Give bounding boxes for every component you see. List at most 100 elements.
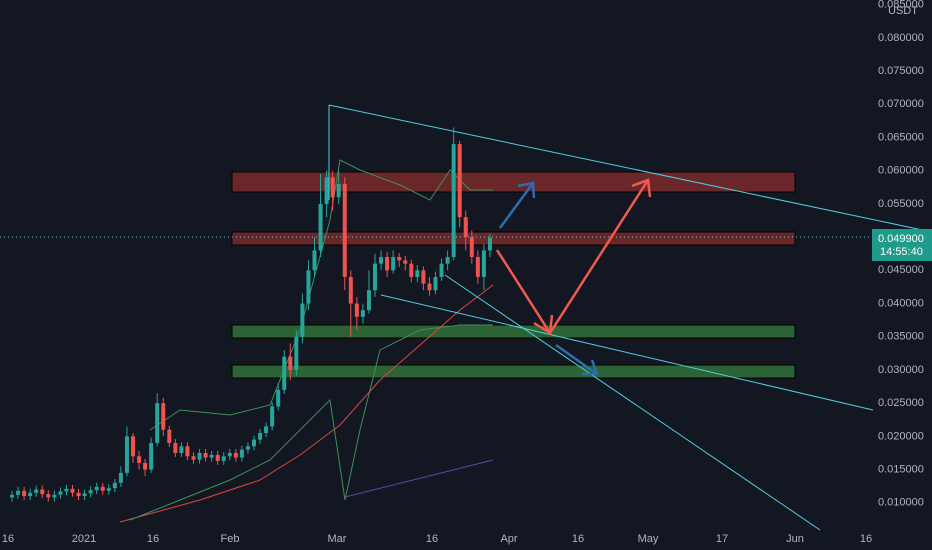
candle-body bbox=[215, 454, 220, 461]
candle-body bbox=[88, 490, 93, 494]
indicator-line bbox=[344, 459, 494, 498]
candle-body bbox=[94, 486, 99, 491]
y-tick-label: 0.025000 bbox=[878, 397, 924, 409]
y-tick-label: 0.070000 bbox=[878, 98, 924, 110]
candle-body bbox=[336, 183, 341, 198]
trend-line bbox=[380, 294, 874, 411]
candle-body bbox=[40, 489, 45, 495]
candle-body bbox=[330, 177, 335, 198]
candles bbox=[10, 127, 492, 502]
trend-line bbox=[444, 274, 821, 531]
candle-body bbox=[270, 406, 275, 427]
candle-body bbox=[52, 494, 57, 498]
candle-body bbox=[112, 482, 117, 489]
y-tick-label: 0.080000 bbox=[878, 32, 924, 44]
candle-body bbox=[475, 257, 480, 277]
candle-body bbox=[397, 257, 402, 261]
candle-body bbox=[22, 490, 27, 497]
candle-body bbox=[433, 276, 438, 291]
candle-body bbox=[439, 263, 444, 277]
candle-body bbox=[167, 429, 172, 443]
x-tick-label: Mar bbox=[328, 533, 347, 545]
candle-body bbox=[354, 303, 359, 317]
candle-body bbox=[46, 494, 51, 498]
candle-body bbox=[149, 442, 154, 470]
x-tick-label: Apr bbox=[500, 533, 517, 545]
y-tick-label: 0.060000 bbox=[878, 165, 924, 177]
candle-body bbox=[451, 144, 456, 258]
candle-body bbox=[427, 283, 432, 291]
x-tick-label: Jun bbox=[786, 533, 804, 545]
candle-body bbox=[379, 257, 384, 264]
candle-body bbox=[463, 217, 468, 238]
candle-body bbox=[469, 237, 474, 258]
candle-body bbox=[118, 472, 123, 483]
x-tick-label: 16 bbox=[860, 533, 872, 545]
arrow-head bbox=[631, 178, 652, 198]
resistance-zone bbox=[231, 231, 796, 246]
x-tick-label: 16 bbox=[2, 533, 14, 545]
x-tick-label: 17 bbox=[716, 533, 728, 545]
last-price-box bbox=[872, 229, 932, 261]
candle-body bbox=[360, 310, 365, 317]
candle-body bbox=[185, 446, 190, 457]
support-zone bbox=[231, 364, 796, 379]
moving-average bbox=[119, 284, 494, 523]
arrow-head bbox=[582, 359, 599, 376]
candle-body bbox=[161, 403, 166, 430]
resistance-zone bbox=[231, 171, 796, 193]
y-tick-label: 0.015000 bbox=[878, 463, 924, 475]
y-tick-label: 0.035000 bbox=[878, 331, 924, 343]
candle-body bbox=[306, 270, 311, 304]
candle-body bbox=[203, 452, 208, 458]
candle-body bbox=[179, 446, 184, 453]
path-arrow bbox=[498, 182, 535, 229]
candle-body bbox=[137, 456, 142, 463]
currency-label: USDT bbox=[888, 5, 918, 17]
candle-body bbox=[106, 488, 111, 491]
candle-body bbox=[366, 290, 371, 311]
bollinger-upper bbox=[149, 159, 493, 431]
candle-body bbox=[324, 177, 329, 204]
candle-body bbox=[373, 263, 377, 291]
candle-body bbox=[409, 263, 414, 277]
candle-body bbox=[258, 433, 263, 440]
y-tick-label: 0.045000 bbox=[878, 264, 924, 276]
candle-body bbox=[76, 492, 81, 497]
support-zone bbox=[231, 324, 796, 339]
candle-body bbox=[318, 203, 323, 251]
x-tick-label: Feb bbox=[221, 533, 240, 545]
candle-body bbox=[276, 389, 281, 407]
y-tick-label: 0.030000 bbox=[878, 364, 924, 376]
candle-body bbox=[487, 237, 492, 251]
candle-body bbox=[124, 436, 129, 473]
y-tick-label: 0.040000 bbox=[878, 297, 924, 309]
candle-body bbox=[348, 276, 353, 304]
y-tick-label: 0.010000 bbox=[878, 497, 924, 509]
candle-body bbox=[457, 144, 462, 218]
candle-body bbox=[300, 303, 305, 337]
x-tick-label: May bbox=[638, 533, 659, 545]
candle-body bbox=[294, 336, 299, 370]
candle-body bbox=[143, 462, 148, 470]
x-tick-label: 16 bbox=[572, 533, 584, 545]
x-tick-label: 16 bbox=[426, 533, 438, 545]
candle-body bbox=[233, 452, 238, 458]
candle-body bbox=[209, 454, 214, 458]
candle-body bbox=[155, 403, 160, 443]
candle-body bbox=[16, 490, 21, 495]
candle-body bbox=[385, 257, 390, 271]
candle-body bbox=[252, 439, 256, 447]
candle-body bbox=[173, 442, 178, 453]
y-tick-label: 0.075000 bbox=[878, 65, 924, 77]
candle-body bbox=[34, 489, 39, 493]
candle-body bbox=[312, 250, 317, 271]
candle-body bbox=[403, 260, 408, 264]
candle-body bbox=[58, 491, 63, 495]
candle-body bbox=[391, 257, 396, 271]
candle-body bbox=[282, 356, 287, 390]
path-arrow bbox=[555, 343, 598, 376]
drawings bbox=[0, 104, 932, 531]
